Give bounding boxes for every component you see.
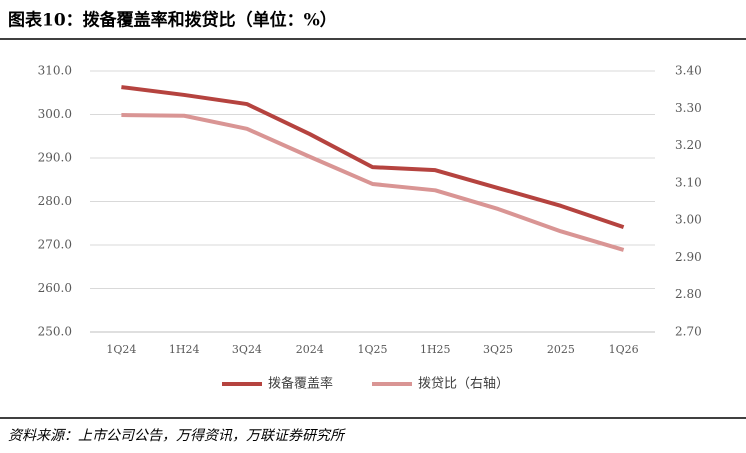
y2-tick-label: 3.20: [675, 138, 702, 152]
source: 资料来源：上市公司公告，万得资讯，万联证券研究所: [8, 428, 346, 444]
x-tick-label: 1Q25: [357, 343, 387, 356]
y-tick-label: 280.0: [38, 194, 72, 208]
y-tick-label: 290.0: [38, 151, 72, 165]
legend-label: 拨备覆盖率: [268, 376, 333, 392]
legend-label: 拨贷比（右轴）: [418, 377, 509, 392]
x-tick-label: 2024: [296, 343, 324, 356]
x-tick-label: 3Q24: [232, 343, 262, 356]
x-tick-label: 2025: [547, 343, 575, 356]
x-tick-label: 1Q24: [106, 343, 136, 356]
y2-tick-label: 3.10: [675, 175, 702, 189]
y-tick-label: 270.0: [38, 238, 72, 252]
series-line: [121, 85, 625, 230]
y-tick-label: 260.0: [38, 281, 72, 295]
y2-tick-label: 2.90: [675, 250, 702, 264]
y2-tick-label: 3.00: [675, 213, 702, 227]
y-tick-label: 250.0: [38, 325, 72, 339]
y2-tick-label: 2.80: [675, 287, 702, 301]
chart-title: 图表10：拨备覆盖率和拨贷比（单位：%）: [8, 10, 337, 31]
x-tick-label: 1H25: [420, 343, 451, 356]
y2-tick-label: 3.30: [675, 101, 702, 115]
x-tick-label: 1H24: [169, 343, 200, 356]
y2-tick-label: 3.40: [675, 64, 702, 78]
x-tick-label: 3Q25: [483, 343, 513, 356]
y2-tick-label: 2.70: [675, 325, 702, 339]
y-tick-label: 300.0: [38, 107, 72, 121]
x-tick-label: 1Q26: [609, 343, 639, 356]
series-line: [121, 112, 625, 252]
y-tick-label: 310.0: [38, 64, 72, 78]
